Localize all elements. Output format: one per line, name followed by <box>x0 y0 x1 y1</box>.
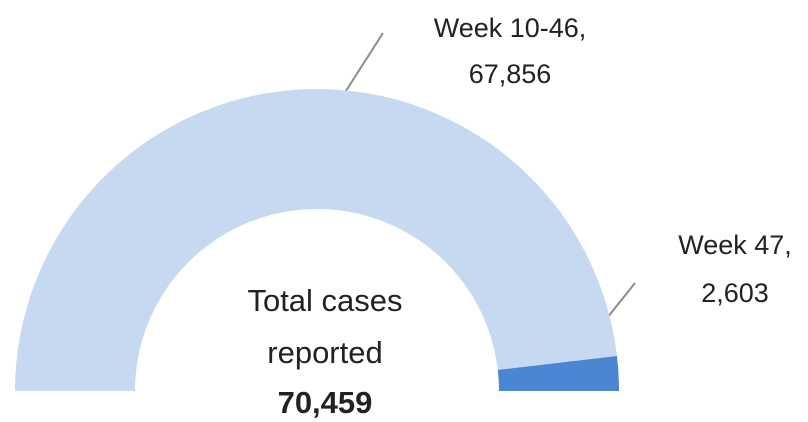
data-label-value: 67,856 <box>469 59 552 89</box>
data-label-value: 2,603 <box>701 278 769 308</box>
center-text: Total cases <box>247 283 402 318</box>
segment <box>15 89 617 391</box>
data-label-category: Week 10-46, <box>434 13 587 43</box>
segment <box>497 356 619 391</box>
center-total: 70,459 <box>278 385 373 420</box>
center-text: reported <box>267 335 382 370</box>
data-label-category: Week 47, <box>678 230 792 260</box>
